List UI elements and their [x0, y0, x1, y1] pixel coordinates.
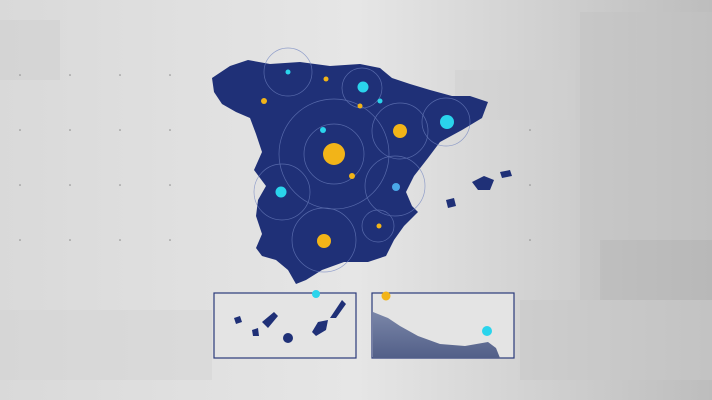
grid-dots — [19, 74, 531, 241]
spain-mainland — [212, 60, 488, 284]
region-rings — [253, 47, 471, 273]
background-blocks — [0, 12, 712, 380]
map-dots — [261, 69, 454, 248]
balearic-islands — [446, 170, 512, 208]
ceuta-melilla-inset — [371, 291, 515, 359]
canary-inset — [213, 290, 357, 359]
